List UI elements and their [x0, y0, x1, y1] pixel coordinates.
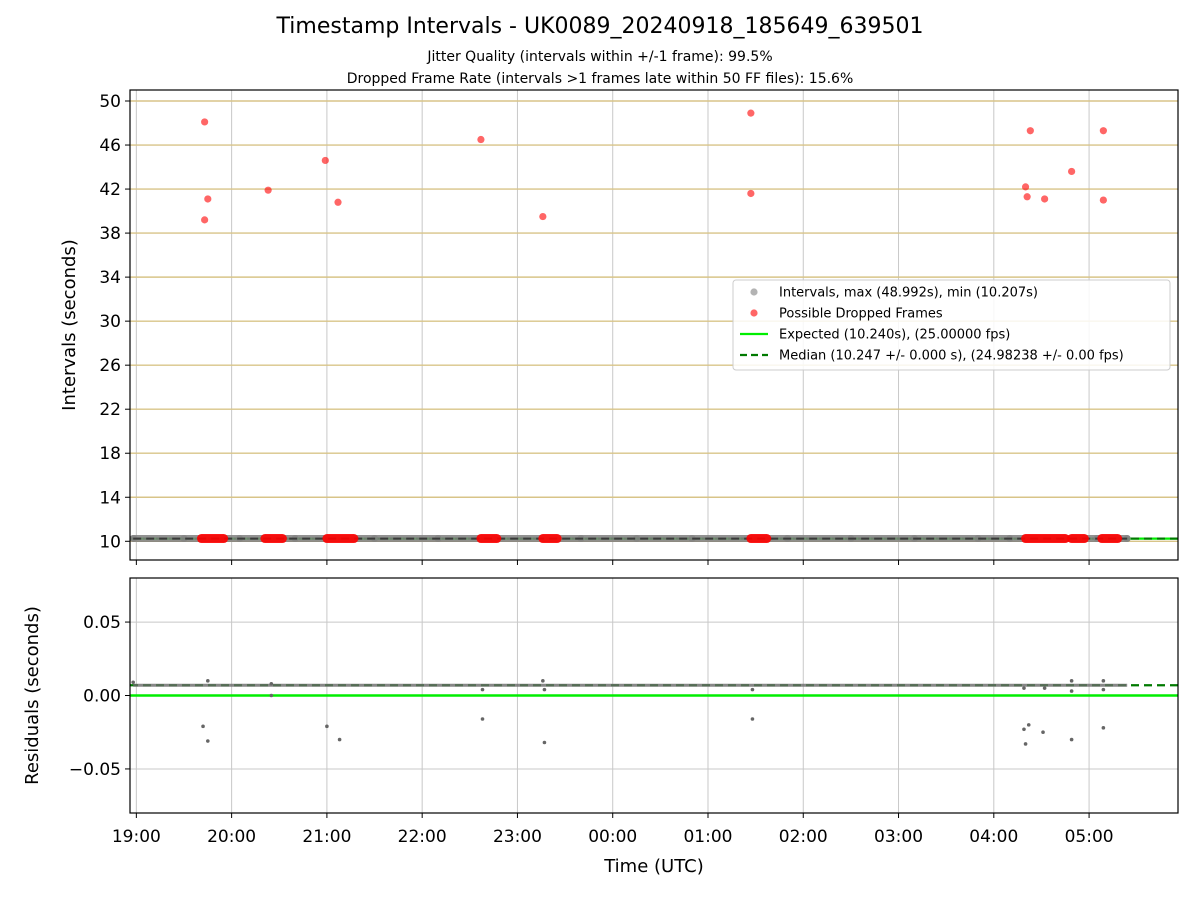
- residual-point: [542, 687, 547, 692]
- dropped-frame-point: [201, 216, 209, 224]
- x-axis-label: Time (UTC): [603, 856, 704, 877]
- residual-point: [750, 687, 755, 692]
- legend-box: [732, 279, 1171, 371]
- residual-point: [269, 693, 274, 698]
- dropped-frame-subtitle: Dropped Frame Rate (intervals >1 frames …: [346, 71, 854, 87]
- top-y-tick-label: 30: [99, 312, 121, 332]
- top-y-tick-label: 18: [99, 444, 121, 464]
- residual-point: [1023, 742, 1028, 746]
- residual-point: [1101, 687, 1106, 692]
- residual-point: [480, 717, 485, 721]
- legend-label: Median (10.247 +/- 0.000 s), (24.98238 +…: [779, 349, 1124, 364]
- x-tick-label: 02:00: [779, 827, 828, 847]
- x-tick-label: 21:00: [302, 827, 351, 847]
- top-y-tick-label: 14: [99, 488, 121, 508]
- residual-point: [480, 687, 485, 692]
- bottom-y-tick-label: 0.05: [83, 613, 121, 633]
- legend-label: Possible Dropped Frames: [779, 307, 943, 322]
- legend-dropped-marker: [750, 309, 758, 317]
- top-y-tick-label: 34: [99, 268, 121, 288]
- dropped-frame-point: [747, 189, 755, 198]
- top-y-tick-label: 50: [99, 92, 121, 112]
- interval-point: [633, 535, 641, 543]
- residual-point: [1042, 686, 1047, 690]
- x-tick-label: 04:00: [969, 827, 1018, 847]
- top-y-tick-label: 22: [99, 400, 121, 420]
- x-tick-label: 20:00: [207, 827, 256, 847]
- dropped-frame-point: [334, 198, 342, 206]
- residual-point: [1101, 679, 1106, 683]
- dropped-frame-point: [1041, 195, 1049, 203]
- top-y-tick-label: 42: [99, 180, 121, 200]
- top-axes-frame: [129, 89, 1179, 561]
- interval-point: [974, 535, 982, 543]
- dropped-frame-point: [1099, 127, 1107, 135]
- dropped-frame-point: [477, 135, 485, 144]
- interval-point: [180, 535, 188, 543]
- bottom-y-axis-label: Residuals (seconds): [22, 606, 43, 785]
- residual-point: [206, 679, 210, 683]
- dropped-frame-point: [1068, 167, 1076, 176]
- dropped-frame-point: [204, 195, 212, 203]
- residual-point: [1026, 723, 1031, 727]
- dropped-frame-point: [539, 212, 547, 221]
- x-tick-label: 19:00: [112, 827, 161, 847]
- residual-point: [269, 681, 274, 686]
- dropped-frame-point: [1099, 196, 1107, 204]
- bottom-y-tick-label: 0.00: [83, 687, 121, 707]
- residual-point: [1022, 686, 1026, 690]
- bottom-axes-frame: [129, 577, 1179, 814]
- dropped-frame-point: [1021, 183, 1030, 191]
- dropped-frame-point: [201, 118, 209, 126]
- legend-label: Intervals, max (48.992s), min (10.207s): [779, 286, 1038, 301]
- dropped-frame-point: [1023, 193, 1031, 201]
- residual-point: [1069, 679, 1074, 683]
- x-tick-label: 03:00: [874, 827, 923, 847]
- dropped-frame-point: [321, 156, 329, 165]
- residual-point: [1069, 737, 1074, 742]
- chart-legend: Intervals, max (48.992s), min (10.207s) P…: [732, 279, 1171, 371]
- residual-point: [1041, 730, 1045, 735]
- bottom-y-tick-label: −0.05: [69, 760, 121, 780]
- residual-point: [1101, 726, 1106, 730]
- residual-point: [201, 724, 205, 729]
- residual-point: [325, 724, 329, 729]
- x-tick-label: 22:00: [398, 827, 447, 847]
- top-y-axis-label: Intervals (seconds): [59, 239, 80, 411]
- residual-point: [1069, 689, 1074, 693]
- residual-point: [541, 679, 545, 683]
- residual-point: [337, 737, 342, 742]
- top-y-tick-label: 10: [99, 532, 121, 552]
- chart-title: Timestamp Intervals - UK0089_20240918_18…: [276, 14, 924, 39]
- residual-point: [206, 739, 210, 743]
- dropped-frame-point: [264, 186, 272, 194]
- residual-point: [542, 740, 547, 745]
- legend-label: Expected (10.240s), (25.00000 fps): [779, 328, 1010, 343]
- x-tick-label: 01:00: [683, 827, 732, 847]
- dropped-frame-point: [1026, 127, 1034, 135]
- top-y-tick-label: 46: [99, 136, 121, 156]
- x-tick-label: 23:00: [493, 827, 542, 847]
- x-tick-label: 05:00: [1065, 827, 1114, 847]
- x-tick-label: 00:00: [588, 827, 637, 847]
- residual-point: [1022, 727, 1026, 732]
- residual-point: [750, 717, 755, 721]
- jitter-quality-subtitle: Jitter Quality (intervals within +/-1 fr…: [427, 49, 773, 65]
- top-y-tick-label: 38: [99, 224, 121, 244]
- dropped-frame-point: [747, 109, 755, 117]
- legend-intervals-marker: [750, 288, 758, 296]
- residual-point: [131, 680, 135, 685]
- top-y-tick-label: 26: [99, 356, 121, 376]
- interval-point: [688, 535, 696, 543]
